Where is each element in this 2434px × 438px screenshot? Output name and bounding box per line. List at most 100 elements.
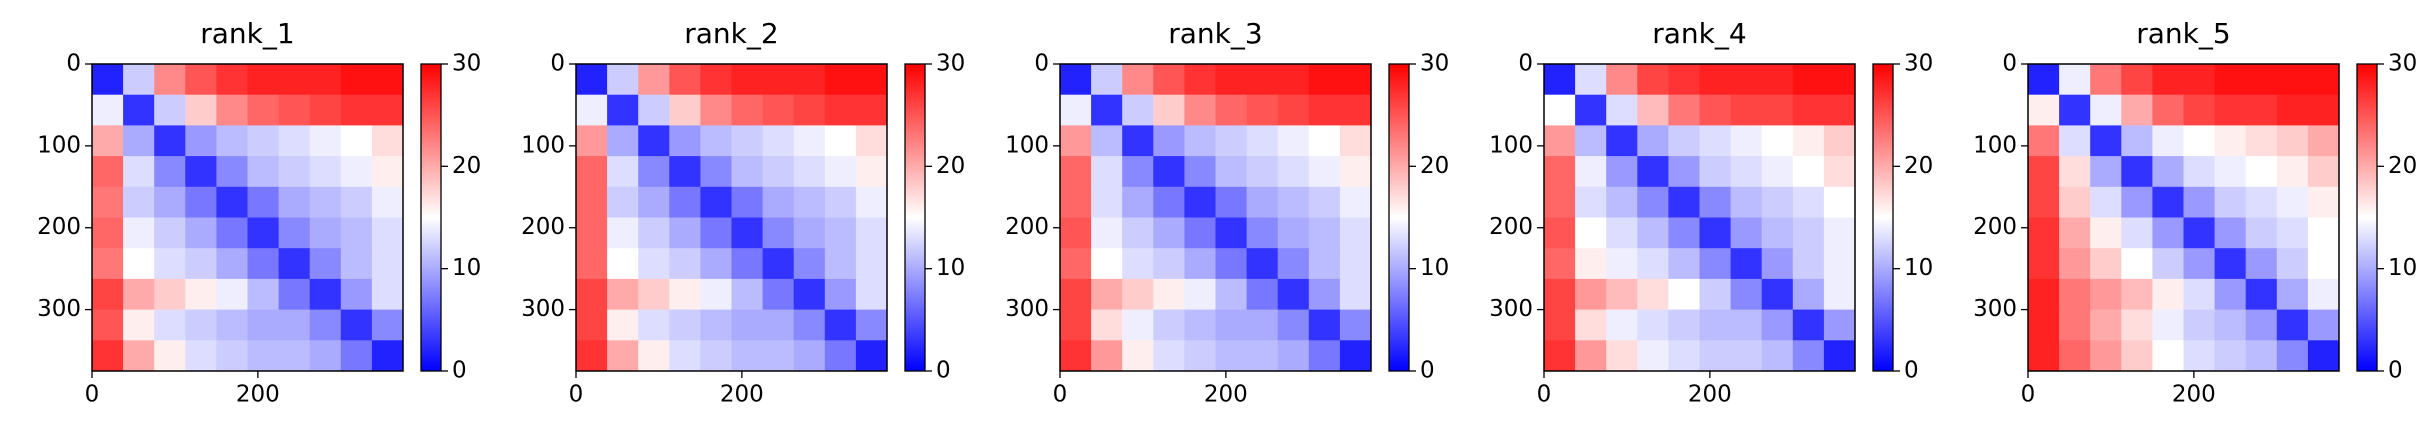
- heatmap-cell: [1122, 94, 1154, 126]
- heatmap-cell: [669, 64, 701, 96]
- x-tick-label: 200: [236, 382, 280, 408]
- heatmap-cell: [731, 186, 764, 218]
- heatmap-cell: [2245, 94, 2278, 126]
- heatmap-cell: [2121, 217, 2153, 249]
- heatmap-cell: [1339, 125, 1372, 157]
- heatmap-cell: [1060, 156, 1092, 188]
- colorbar: [2356, 63, 2378, 372]
- heatmap-cell: [2121, 278, 2153, 311]
- heatmap-cell: [1060, 309, 1092, 341]
- heatmap-cell: [185, 125, 217, 157]
- axes-frame: [1059, 63, 1372, 372]
- heatmap-cell: [762, 248, 795, 280]
- heatmap-cell: [1823, 186, 1856, 218]
- heatmap-cell: [1246, 217, 1279, 249]
- heatmap-cell: [2307, 94, 2340, 126]
- heatmap-cell: [1184, 309, 1216, 341]
- heatmap-cell: [1246, 186, 1279, 218]
- heatmap-cell: [2090, 340, 2122, 372]
- heatmap-cell: [1060, 278, 1092, 311]
- heatmap-cell: [1544, 125, 1576, 157]
- heatmap-cell: [247, 94, 280, 126]
- heatmap-cell: [607, 278, 639, 311]
- heatmap-cell: [1699, 64, 1732, 96]
- heatmap-cell: [1215, 186, 1248, 218]
- heatmap-cell: [1184, 186, 1216, 218]
- heatmap-cell: [2276, 156, 2309, 188]
- heatmap-cell: [1153, 278, 1185, 311]
- y-tick-label: 200: [1489, 214, 1533, 240]
- heatmap-cell: [1730, 217, 1763, 249]
- heatmap-cell: [1215, 125, 1248, 157]
- heatmap-cell: [855, 125, 888, 157]
- heatmap-cell: [2059, 278, 2091, 311]
- heatmap-cell: [2152, 64, 2184, 96]
- heatmap-cell: [762, 278, 795, 311]
- heatmap-cell: [1699, 186, 1732, 218]
- heatmap-cell: [309, 340, 342, 372]
- heatmap-cell: [1091, 64, 1123, 96]
- heatmap-cell: [2214, 156, 2247, 188]
- heatmap-cell: [2059, 94, 2091, 126]
- heatmap-cell: [185, 64, 217, 96]
- heatmap-cell: [762, 125, 795, 157]
- heatmap-cell: [824, 248, 857, 280]
- heatmap-cell: [1699, 309, 1732, 341]
- heatmap-cell: [1339, 156, 1372, 188]
- heatmap-cell: [700, 278, 732, 311]
- heatmap-cell: [1823, 278, 1856, 311]
- panel-title: rank_2: [684, 17, 778, 50]
- heatmap-cell: [2307, 125, 2340, 157]
- heatmap-cell: [1184, 248, 1216, 280]
- heatmap-cell: [216, 186, 248, 218]
- heatmap-cell: [2307, 64, 2340, 96]
- panel-title: rank_5: [2136, 17, 2230, 50]
- heatmap-cell: [247, 340, 280, 372]
- y-tick-label: 200: [1973, 214, 2017, 240]
- heatmap-cell: [1277, 125, 1310, 157]
- heatmap-cell: [1215, 248, 1248, 280]
- heatmap-cell: [340, 278, 373, 311]
- heatmap-cell: [1699, 125, 1732, 157]
- heatmap-cell: [1637, 94, 1669, 126]
- heatmap-cell: [1761, 278, 1794, 311]
- heatmap-cell: [2214, 64, 2247, 96]
- heatmap-cell: [607, 309, 639, 341]
- heatmap-cell: [2307, 156, 2340, 188]
- heatmap-cell: [1575, 248, 1607, 280]
- heatmap-cell: [2152, 309, 2184, 341]
- heatmap-cell: [1308, 217, 1341, 249]
- heatmap-cell: [92, 340, 124, 372]
- heatmap-cell: [576, 340, 608, 372]
- heatmap-cell: [607, 156, 639, 188]
- heatmap-cell: [855, 278, 888, 311]
- heatmap-cell: [154, 248, 186, 280]
- heatmap-cell: [638, 278, 670, 311]
- colorbar-tick-label: 0: [452, 358, 467, 384]
- heatmap-cell: [793, 217, 826, 249]
- heatmap-cell: [278, 64, 311, 96]
- heatmap-cell: [2307, 217, 2340, 249]
- heatmap-cell: [340, 186, 373, 218]
- heatmap-cell: [2214, 217, 2247, 249]
- heatmap-cell: [1153, 340, 1185, 372]
- heatmap-cell: [1792, 156, 1825, 188]
- heatmap-cell: [1606, 64, 1638, 96]
- heatmap-cell: [824, 64, 857, 96]
- heatmap-cell: [576, 156, 608, 188]
- heatmap-cell: [247, 186, 280, 218]
- colorbar-tick-label: 30: [1420, 51, 1449, 77]
- y-tick-label: 300: [1489, 296, 1533, 322]
- heatmap-cell: [762, 309, 795, 341]
- heatmap-cell: [185, 186, 217, 218]
- heatmap-cell: [340, 248, 373, 280]
- heatmap-cell: [2183, 125, 2216, 157]
- heatmap-cell: [2183, 248, 2216, 280]
- heatmap-cell: [1215, 64, 1248, 96]
- heatmap-cell: [700, 125, 732, 157]
- heatmap-cell: [1246, 94, 1279, 126]
- heatmap-cell: [309, 278, 342, 311]
- heatmap-cell: [1215, 278, 1248, 311]
- heatmap-cell: [2028, 248, 2060, 280]
- heatmap-cell: [371, 217, 404, 249]
